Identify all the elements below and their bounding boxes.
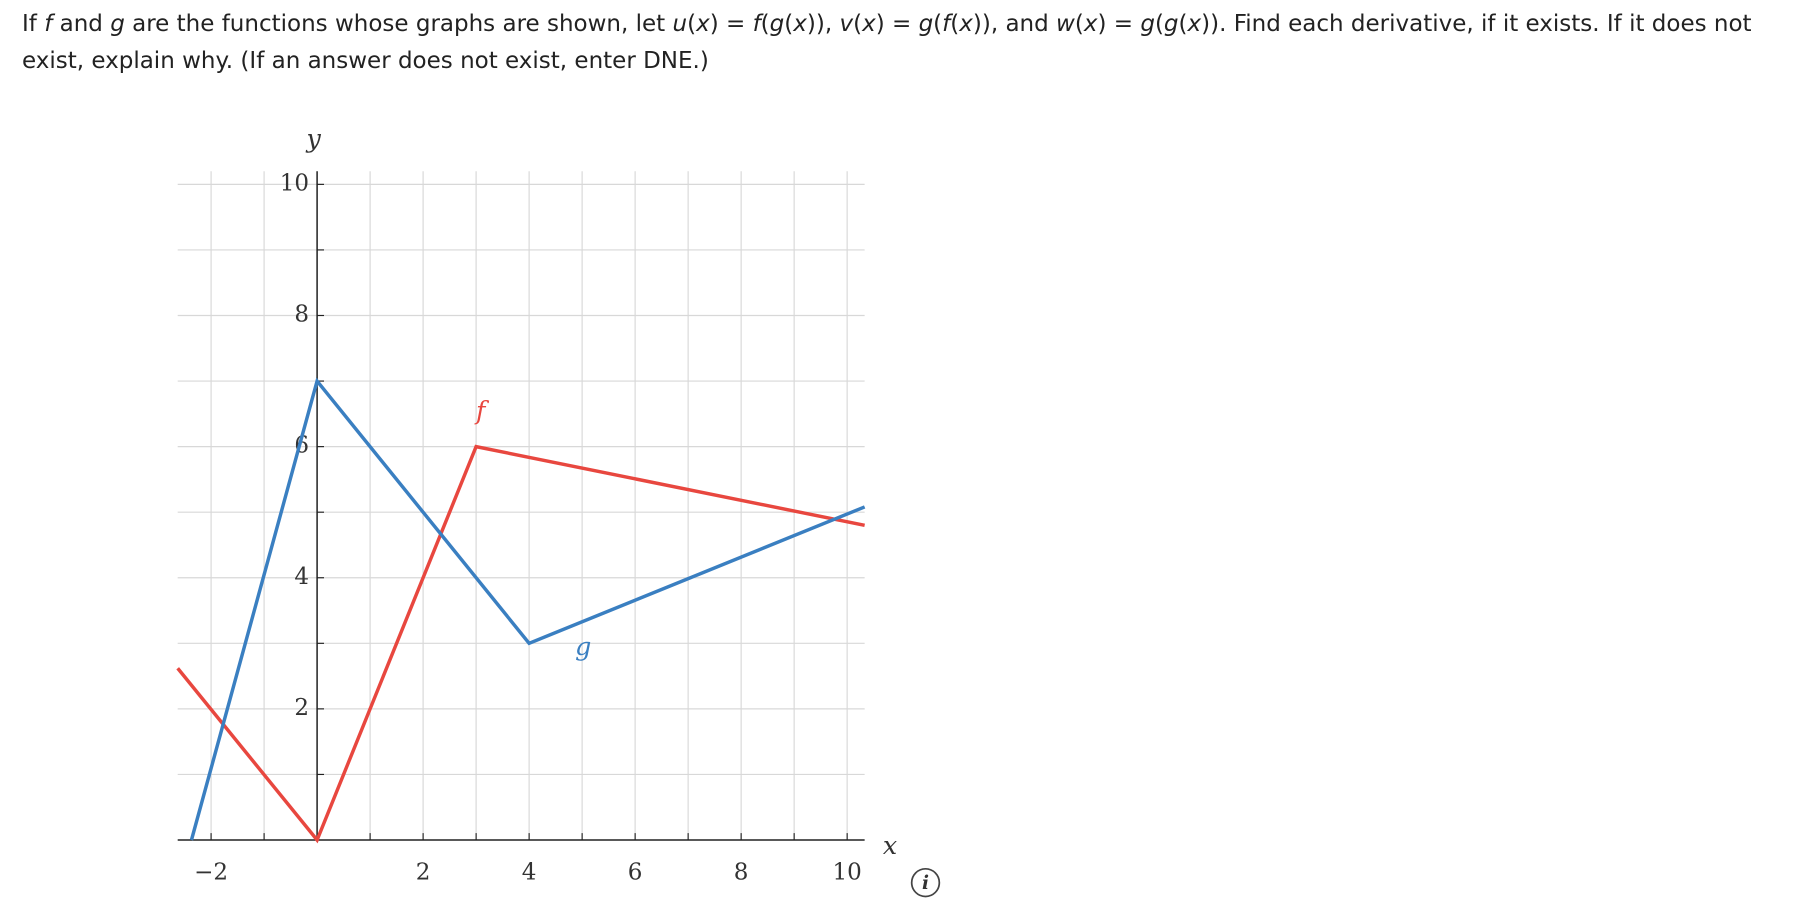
question-text: ) = <box>709 11 753 37</box>
series-line <box>189 377 866 841</box>
x-tick-label: −2 <box>194 859 228 885</box>
question-text: g <box>769 11 785 37</box>
question-text: ( <box>1074 11 1084 37</box>
question-text: u <box>672 11 688 37</box>
question-text: and <box>52 11 111 37</box>
series-label: g <box>575 631 591 661</box>
x-tick-label: 2 <box>416 859 431 885</box>
question-text: ( <box>760 11 770 37</box>
x-tick-label: 10 <box>832 859 861 885</box>
question-text: x <box>959 11 973 37</box>
question-text: )). Find each derivative, if it exists. … <box>22 11 1752 74</box>
series-line <box>176 444 865 844</box>
y-tick-label: 10 <box>280 170 309 196</box>
question-text: f <box>942 11 951 37</box>
x-tick-label: 6 <box>628 859 643 885</box>
question-text: ( <box>1154 11 1164 37</box>
info-icon[interactable]: i <box>910 867 941 898</box>
question-text: )), and <box>972 11 1057 37</box>
question-text: x <box>696 11 710 37</box>
question-text: If <box>22 11 45 37</box>
question-text: f <box>752 11 761 37</box>
question-text: ) = <box>875 11 919 37</box>
question-text: g <box>918 11 934 37</box>
question-text: ( <box>933 11 943 37</box>
question-text: g <box>1140 11 1155 37</box>
grid <box>177 171 865 841</box>
x-axis-label: x <box>883 830 897 860</box>
question-text: ( <box>1178 11 1188 37</box>
x-tick-label: 4 <box>522 859 537 885</box>
question-text: v <box>839 11 854 37</box>
question-text: )), <box>806 11 840 37</box>
question-text: x <box>862 11 876 37</box>
question-text: g <box>110 11 125 37</box>
y-tick-label: 4 <box>294 564 309 590</box>
question-text: g <box>1163 11 1179 37</box>
y-tick-label: 8 <box>294 301 309 327</box>
question-text: ) = <box>1097 11 1141 37</box>
x-tick-label: 8 <box>734 859 749 885</box>
question-text: ( <box>853 11 863 37</box>
question-text: x <box>1187 11 1202 37</box>
question-text: w <box>1056 11 1075 37</box>
question-text: f <box>44 11 53 37</box>
question-text: are the functions whose graphs are shown… <box>124 11 673 37</box>
question-text: x <box>793 11 807 37</box>
question-text: ( <box>784 11 794 37</box>
series-label: f <box>474 395 490 425</box>
question-text: x <box>1083 11 1098 37</box>
y-axis-label: y <box>305 123 321 153</box>
question: If f and g are the functions whose graph… <box>22 6 1798 80</box>
info-circle[interactable] <box>910 867 941 898</box>
question-text: ( <box>950 11 960 37</box>
y-tick-label: 2 <box>294 695 309 721</box>
question-text: ( <box>687 11 697 37</box>
info-i[interactable]: i <box>922 873 929 894</box>
